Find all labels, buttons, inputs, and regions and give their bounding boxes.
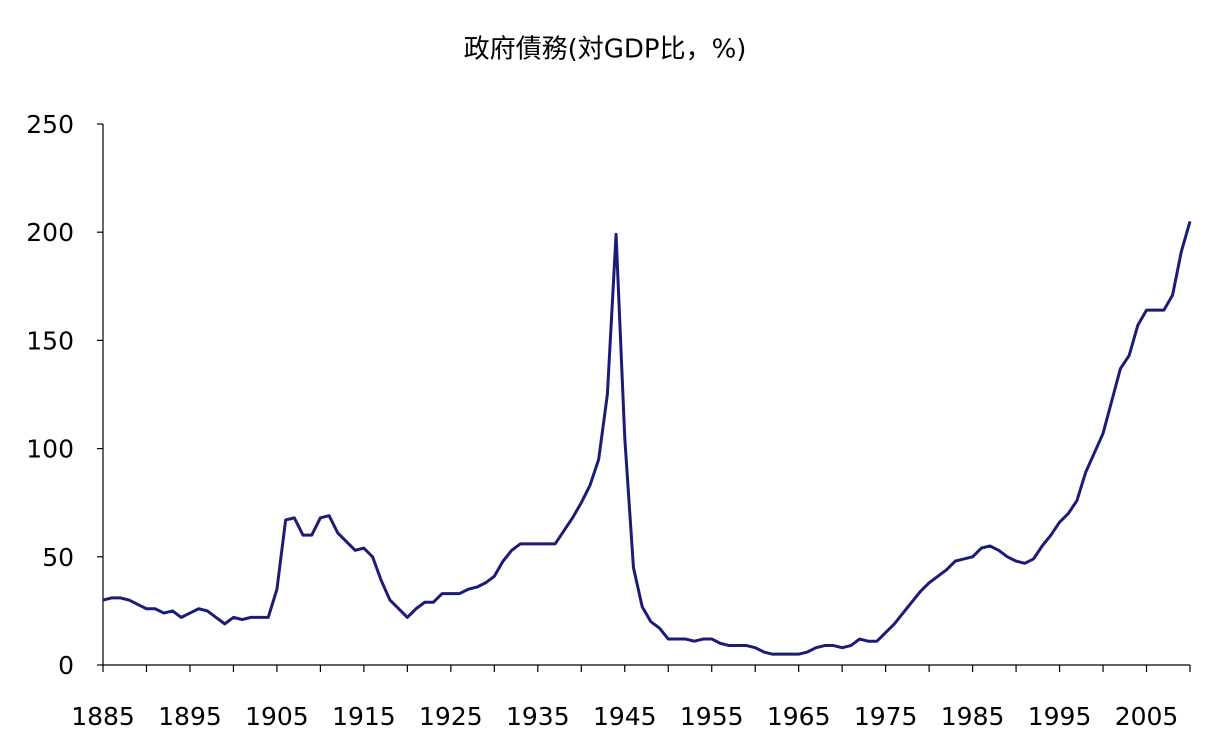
- x-tick-label: 1915: [332, 702, 396, 731]
- y-tick-label: 250: [26, 110, 74, 139]
- y-tick-label: 150: [26, 326, 74, 355]
- x-tick-label: 1955: [680, 702, 744, 731]
- x-tick-label: 1905: [245, 702, 309, 731]
- x-tick-label: 1935: [506, 702, 570, 731]
- x-tick-label: 1965: [767, 702, 831, 731]
- x-tick-label: 1925: [419, 702, 483, 731]
- y-tick-label: 200: [26, 218, 74, 247]
- y-tick-label: 100: [26, 435, 74, 464]
- y-tick-label: 50: [42, 543, 74, 572]
- x-tick-label: 1975: [854, 702, 918, 731]
- chart-title: 政府債務(対GDP比，%): [464, 35, 747, 65]
- y-tick-label: 0: [58, 651, 74, 680]
- x-tick-label: 1995: [1028, 702, 1092, 731]
- x-tick-label: 1895: [158, 702, 222, 731]
- x-tick-label: 2005: [1115, 702, 1179, 731]
- x-tick-label: 1885: [71, 702, 135, 731]
- x-tick-label: 1985: [941, 702, 1005, 731]
- x-tick-label: 1945: [593, 702, 657, 731]
- data-line: [102, 220, 1192, 656]
